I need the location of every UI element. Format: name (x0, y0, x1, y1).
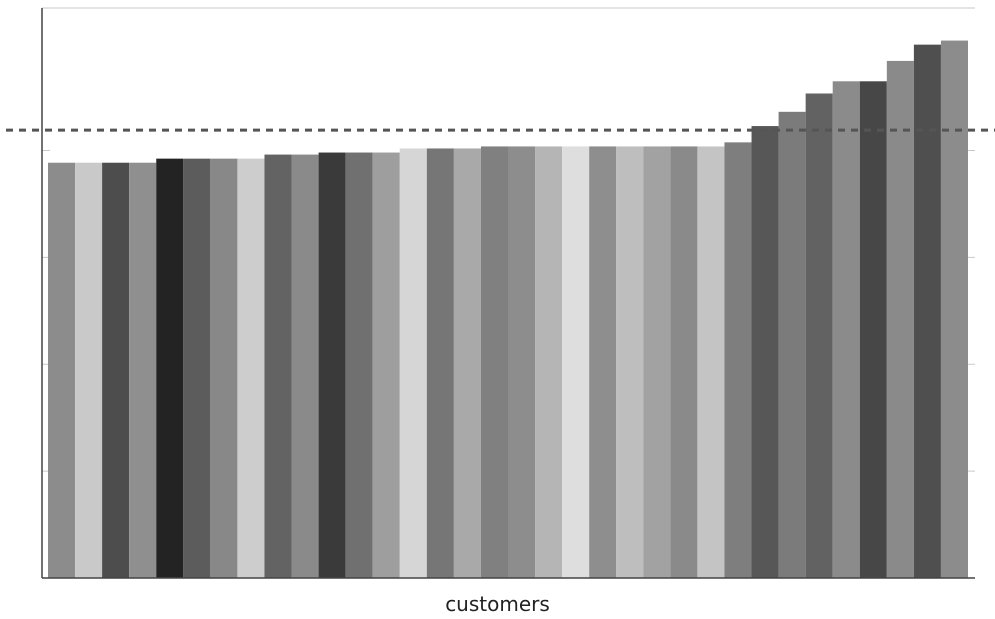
bar-29 (805, 93, 833, 578)
bar-15 (426, 148, 454, 578)
gridlines (42, 7, 975, 472)
bar-4 (129, 162, 157, 578)
bar-28 (778, 111, 806, 578)
bar-9 (264, 154, 292, 578)
bar-18 (508, 146, 536, 578)
bars (48, 40, 968, 579)
bar-30 (832, 81, 860, 578)
bar-5 (156, 158, 184, 578)
bar-19 (535, 146, 563, 578)
bar-32 (886, 60, 914, 579)
bar-31 (859, 81, 887, 578)
x-axis-label: customers (445, 592, 550, 616)
bar-10 (291, 154, 319, 578)
bar-24 (670, 146, 698, 578)
bar-7 (210, 158, 238, 578)
bar-14 (399, 148, 427, 578)
bar-6 (183, 158, 211, 578)
bar-13 (372, 152, 400, 579)
bar-33 (913, 44, 941, 578)
bar-26 (724, 142, 752, 579)
bar-27 (751, 126, 779, 578)
bar-11 (318, 152, 346, 579)
bar-1 (48, 162, 76, 578)
bar-34 (940, 40, 968, 578)
bar-8 (237, 158, 265, 578)
axes (41, 8, 975, 579)
bar-3 (102, 162, 130, 578)
bar-21 (589, 146, 617, 578)
bar-23 (643, 146, 671, 578)
bar-2 (75, 162, 103, 578)
bar-16 (453, 148, 481, 578)
bar-22 (616, 146, 644, 578)
bar-20 (562, 146, 590, 578)
bar-17 (480, 146, 508, 578)
bar-25 (697, 146, 725, 578)
bar-12 (345, 152, 373, 579)
